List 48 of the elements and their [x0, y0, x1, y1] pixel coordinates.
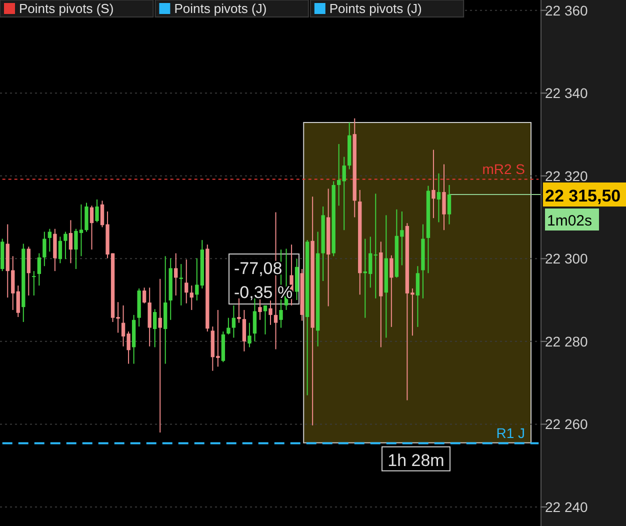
y-tick-label: 22 320: [545, 168, 588, 184]
candlestick: [158, 278, 162, 433]
candlestick: [226, 317, 230, 335]
candlestick: [95, 198, 99, 223]
y-tick-label: 22 260: [545, 416, 588, 432]
y-tick-label: 22 360: [545, 2, 588, 18]
candlestick: [58, 236, 62, 264]
candlestick: [190, 285, 194, 310]
candlestick: [42, 231, 46, 267]
candlestick: [195, 258, 199, 301]
legend-label: Points pivots (J): [174, 1, 267, 16]
candlestick: [447, 184, 452, 225]
candlestick: [374, 193, 378, 299]
candlestick: [174, 252, 178, 296]
annotation: 1h 28m: [388, 450, 444, 470]
candlestick: [179, 264, 183, 306]
candlestick: [64, 231, 68, 260]
legend-label: Points pivots (J): [329, 1, 422, 16]
y-tick-label: 22 280: [545, 333, 588, 350]
candlestick: [16, 285, 20, 318]
candlestick: [90, 205, 94, 250]
annotation: mR2 S: [482, 161, 525, 178]
annotation: R1 J: [496, 425, 525, 442]
candlestick: [268, 300, 272, 326]
y-tick-label: 22 340: [545, 85, 588, 102]
candlestick: [442, 164, 446, 231]
candlestick: [432, 149, 436, 219]
candlestick: [416, 266, 420, 328]
candlestick: [248, 322, 252, 348]
candlestick: [390, 254, 394, 328]
text: 22 315,50: [545, 186, 621, 206]
candlestick: [242, 309, 246, 352]
candlestick: [232, 304, 236, 338]
candlestick: [37, 252, 42, 286]
y-tick-label: 22 300: [545, 250, 588, 267]
text: 1m02s: [547, 212, 592, 230]
legend-label: Points pivots (S): [19, 1, 114, 16]
candlestick: [184, 258, 188, 304]
candlestick: [337, 144, 341, 206]
candlestick: [263, 304, 268, 335]
candlestick: [48, 228, 52, 252]
candlestick: [436, 172, 441, 223]
candlestick: [342, 156, 346, 231]
candlestick: [152, 308, 157, 348]
y-tick-label: 22 240: [545, 498, 588, 515]
candlestick: [142, 287, 146, 304]
candlestick: [32, 270, 36, 296]
candlestick: [68, 220, 73, 264]
